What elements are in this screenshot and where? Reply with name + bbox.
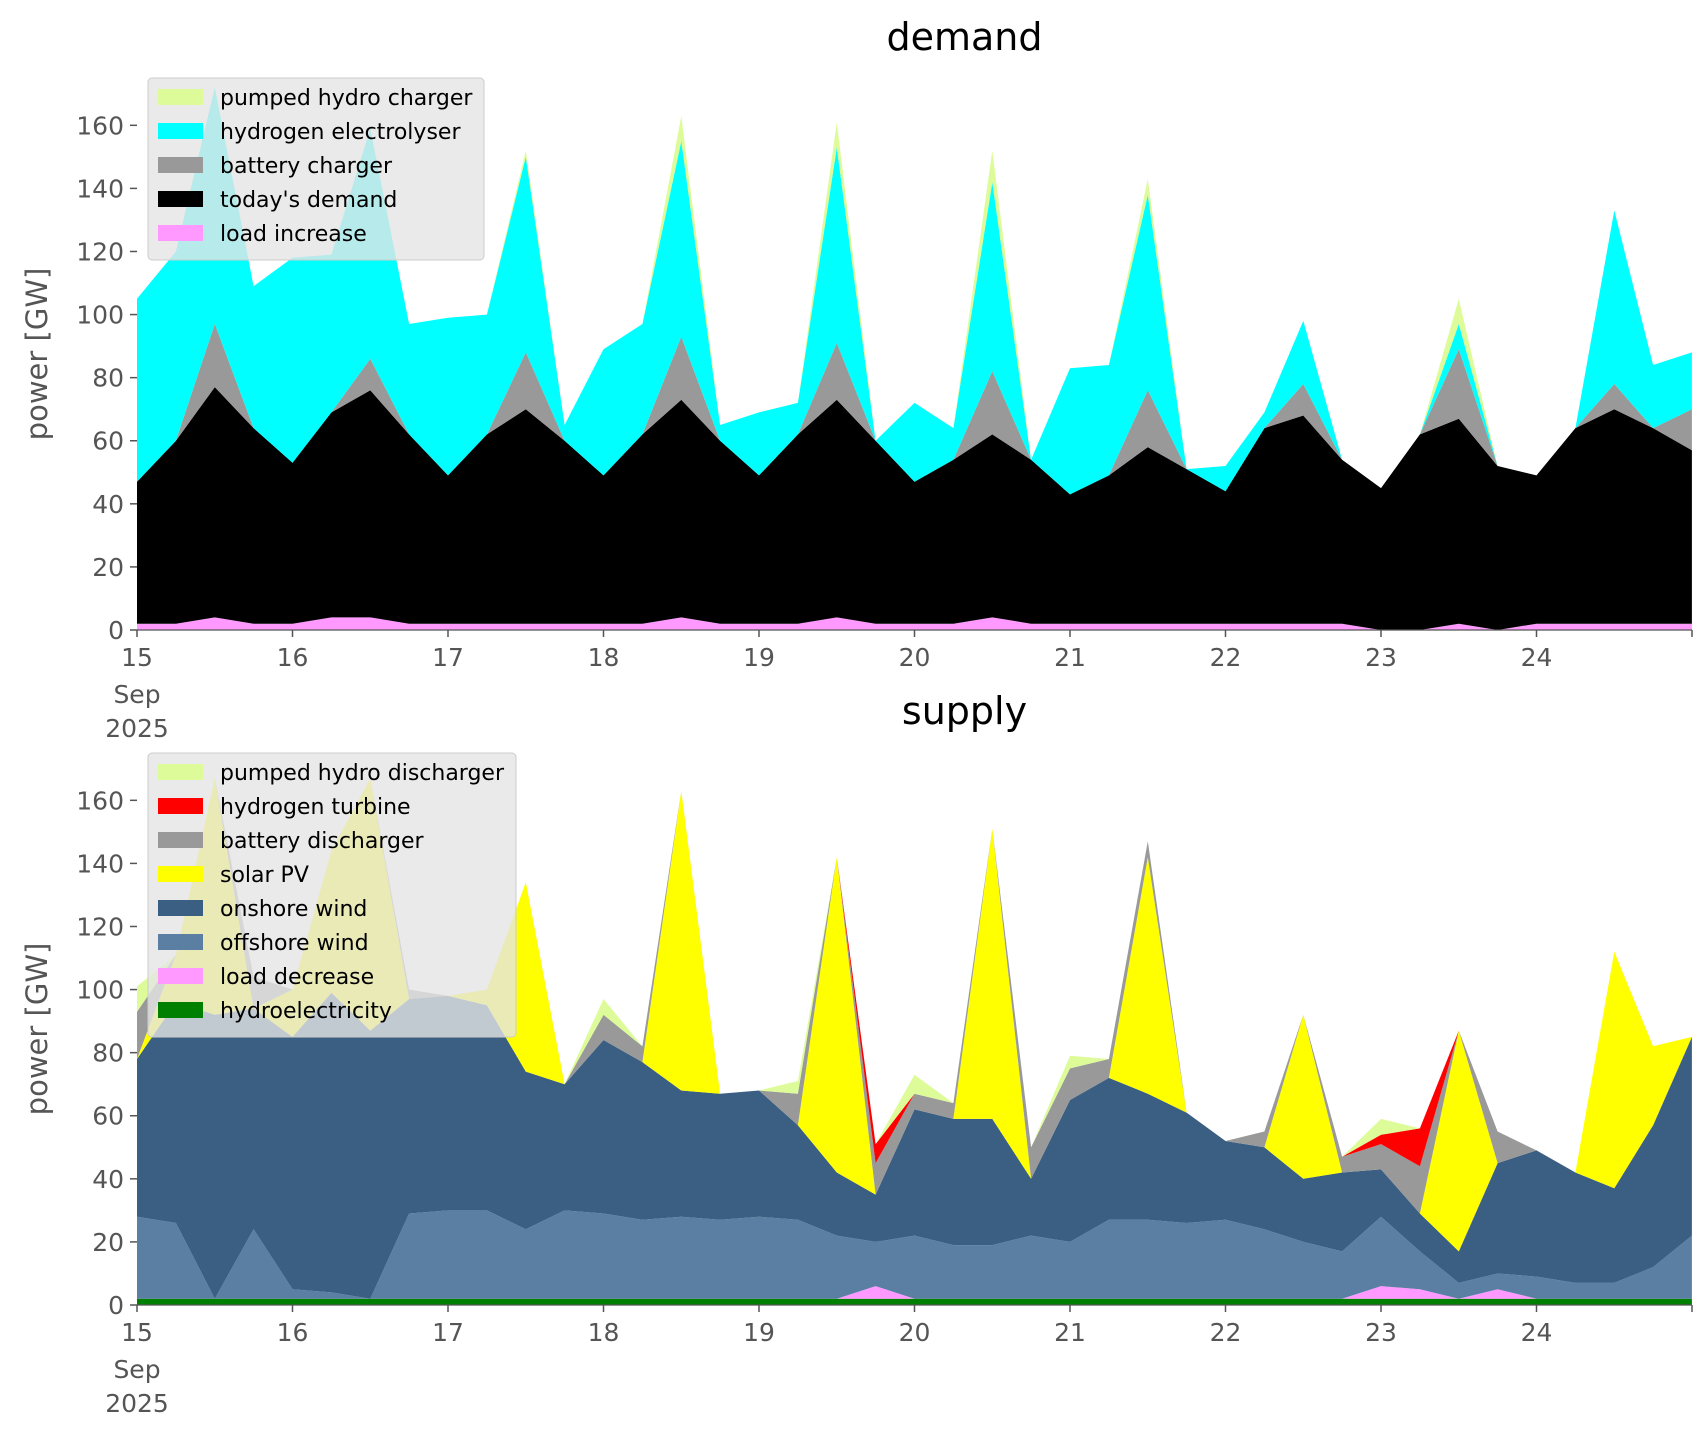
y-tick-label: 60: [92, 427, 124, 456]
x-tick-label: 20: [899, 643, 931, 672]
y-tick-label: 100: [76, 301, 124, 330]
y-tick-label: 120: [76, 237, 124, 266]
series-area-pumped-hydro-discharger: [137, 778, 1692, 1173]
legend-label: battery discharger: [220, 829, 425, 854]
legend-swatch: [158, 1002, 203, 1018]
legend-box: [147, 752, 517, 1038]
y-tick-label: 80: [92, 1039, 124, 1068]
series-area-hydroelectricity: [137, 1298, 1692, 1305]
x-tick-label: 22: [1210, 643, 1242, 672]
y-tick-label: 0: [108, 616, 124, 645]
series-area-battery-charger: [137, 324, 1692, 495]
y-tick-label: 40: [92, 490, 124, 519]
y-tick-label: 120: [76, 912, 124, 941]
y-tick-label: 0: [108, 1291, 124, 1320]
x-tick-label: 15: [121, 643, 153, 672]
x-tick-label: 18: [588, 1318, 620, 1347]
x-tick-sublabel: 2025: [105, 1389, 169, 1418]
legend-label: hydroelectricity: [220, 999, 392, 1024]
series-area-solar-pv: [137, 778, 1692, 1252]
x-tick-label: 18: [588, 643, 620, 672]
panel-supply: supply power [GW] 0 20 40 60 80 100 120 140 160 15 S…: [20, 689, 1693, 1418]
x-tick-label: 16: [277, 1318, 309, 1347]
legend-swatch: [158, 123, 203, 139]
x-tick-sublabel: Sep: [113, 1355, 160, 1384]
series-area-load-decrease: [137, 1286, 1692, 1299]
x-tick-label: 19: [743, 1318, 775, 1347]
y-tick-label: 80: [92, 364, 124, 393]
legend-swatch: [158, 934, 203, 950]
x-tick-label: 21: [1054, 1318, 1086, 1347]
y-axis-label: power [GW]: [20, 268, 54, 441]
y-tick-label: 40: [92, 1165, 124, 1194]
legend-label: load decrease: [220, 965, 374, 990]
legend-label: today's demand: [220, 188, 397, 213]
x-tick-label: 19: [743, 643, 775, 672]
series-area-today-s-demand: [137, 387, 1692, 630]
y-axis-label: power [GW]: [20, 943, 54, 1116]
legend-swatch: [158, 832, 203, 848]
x-tick-label: 24: [1521, 643, 1553, 672]
x-tick-label: 23: [1365, 1318, 1397, 1347]
x-tick-label: 16: [277, 643, 309, 672]
y-tick-label: 160: [76, 111, 124, 140]
x-tick-label: 15: [121, 1318, 153, 1347]
legend-label: offshore wind: [220, 931, 369, 956]
series-area-onshore-wind: [137, 992, 1692, 1299]
legend-label: hydrogen turbine: [220, 795, 411, 820]
legend-box: [147, 77, 485, 261]
legend-label: pumped hydro discharger: [220, 761, 505, 786]
x-tick-label: 22: [1210, 1318, 1242, 1347]
x-tick-label: 21: [1054, 643, 1086, 672]
panel-title: demand: [886, 15, 1042, 59]
legend-swatch: [158, 798, 203, 814]
legend-swatch: [158, 866, 203, 882]
panel-demand: demand power [GW] 0 20 40 60 80 100 120 140 160 15 S…: [20, 15, 1693, 743]
legend-label: battery charger: [220, 154, 393, 179]
legend-swatch: [158, 225, 203, 241]
series-area-offshore-wind: [137, 1210, 1692, 1299]
legend-label: hydrogen electrolyser: [220, 120, 461, 145]
x-tick-label: 23: [1365, 643, 1397, 672]
y-tick-label: 20: [92, 1228, 124, 1257]
y-tick-label: 100: [76, 976, 124, 1005]
y-tick-label: 140: [76, 849, 124, 878]
x-tick-label: 24: [1521, 1318, 1553, 1347]
legend-label: load increase: [220, 222, 367, 247]
y-tick-label: 160: [76, 786, 124, 815]
x-tick-label: 17: [432, 643, 464, 672]
legend-swatch: [158, 764, 203, 780]
legend-swatch: [158, 157, 203, 173]
legend-swatch: [158, 191, 203, 207]
legend-swatch: [158, 968, 203, 984]
x-tick-sublabel: Sep: [113, 680, 160, 709]
legend-label: onshore wind: [220, 897, 367, 922]
x-tick-label: 20: [899, 1318, 931, 1347]
series-area-hydrogen-electrolyser: [137, 87, 1692, 495]
x-tick-sublabel: 2025: [105, 714, 169, 743]
y-tick-label: 60: [92, 1102, 124, 1131]
legend-label: solar PV: [220, 863, 309, 888]
legend-swatch: [158, 89, 203, 105]
y-tick-label: 140: [76, 174, 124, 203]
panel-title: supply: [902, 689, 1027, 733]
x-tick-label: 17: [432, 1318, 464, 1347]
y-tick-label: 20: [92, 553, 124, 582]
legend-swatch: [158, 900, 203, 916]
legend-label: pumped hydro charger: [220, 86, 473, 111]
